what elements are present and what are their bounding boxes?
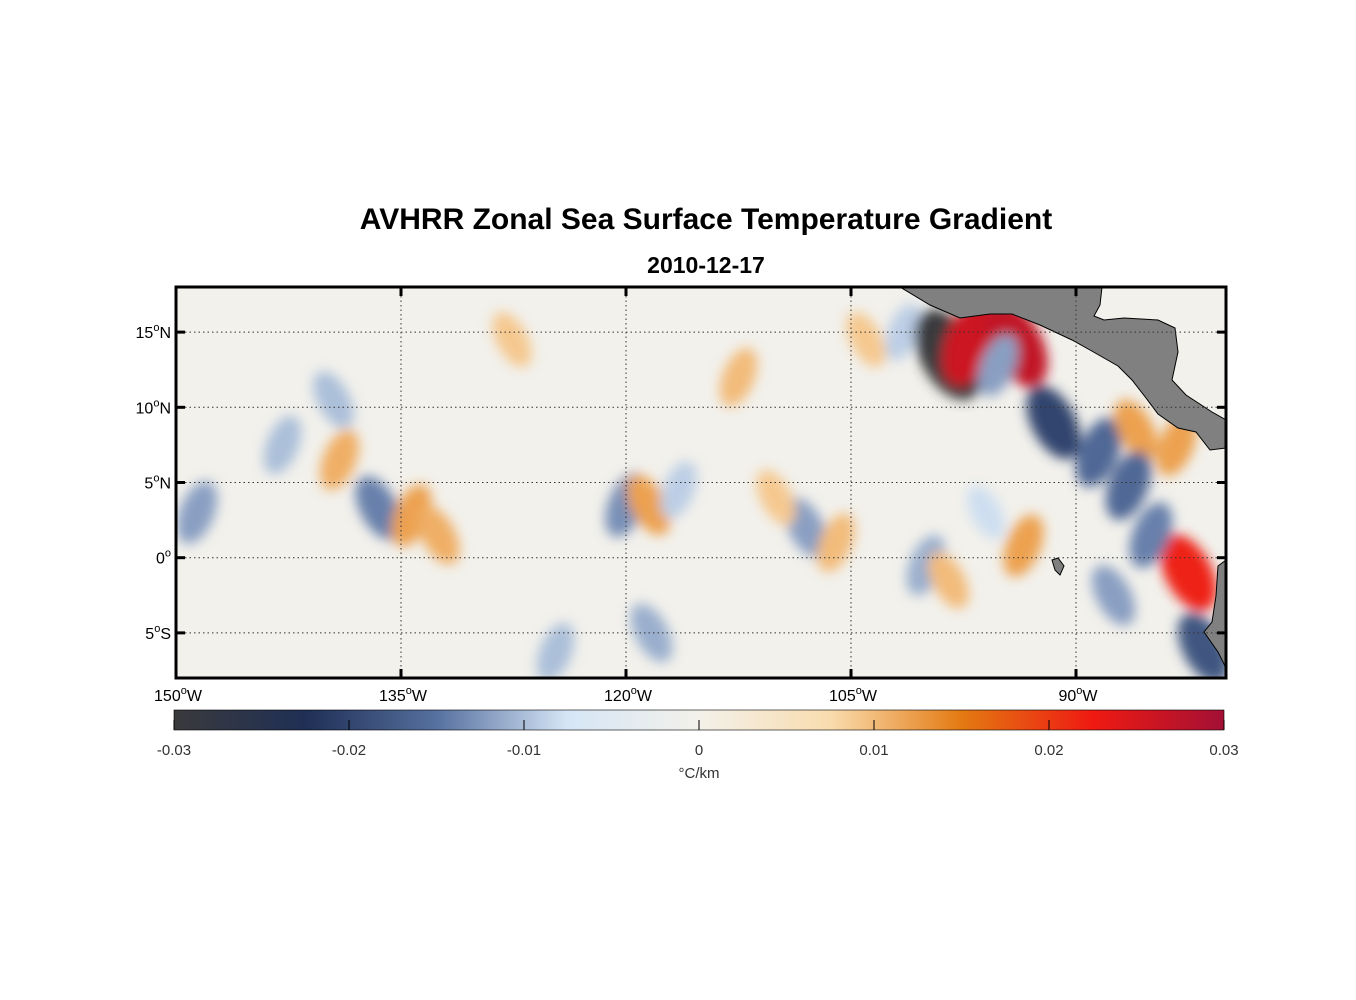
latitude-label: 5oS (145, 623, 171, 643)
chart-title: AVHRR Zonal Sea Surface Temperature Grad… (359, 203, 1053, 236)
gradient-feature (176, 481, 218, 544)
latitude-labels: 15oN 10oN 5oN 0o 5oS (136, 322, 171, 643)
land (899, 287, 1226, 669)
gradient-feature (928, 551, 969, 609)
chart-subtitle: 2010-12-17 (647, 252, 765, 278)
gradient-feature (885, 303, 922, 361)
gradient-feature (719, 347, 758, 407)
ocean-background (176, 287, 1226, 678)
gradient-feature (320, 429, 359, 491)
gradient-feature (756, 469, 796, 526)
latitude-label: 15oN (136, 322, 171, 342)
latitude-label: 5oN (144, 473, 171, 493)
gradient-feature (1091, 565, 1136, 626)
gradient-feature (1129, 502, 1173, 568)
gradient-feature (630, 603, 673, 663)
colorbar-tick-label: -0.02 (332, 742, 366, 759)
longitude-label: 105oW (829, 685, 878, 705)
colorbar-tick-label: 0.01 (859, 742, 888, 759)
galapagos-island (1051, 557, 1065, 576)
gradient-feature (1114, 399, 1158, 460)
gradient-feature (1026, 385, 1081, 460)
gradient-feature (355, 476, 402, 540)
gradient-feature (660, 461, 697, 519)
latitude-label: 0o (156, 548, 171, 568)
colorbar-ticks: -0.03 -0.02 -0.01 0 0.01 0.02 0.03 (157, 720, 1239, 759)
gradient-feature (626, 474, 671, 536)
longitude-label: 120oW (604, 685, 653, 705)
central-america-land (899, 287, 1226, 451)
map-frame (174, 285, 1228, 680)
latitude-label: 10oN (136, 397, 171, 417)
colorbar-unit-label: °C/km (679, 765, 720, 782)
gradient-feature (967, 485, 1005, 540)
colorbar-tick-label: 0 (695, 742, 703, 759)
longitude-labels: 150oW 135oW 120oW 105oW 90oW (154, 685, 1098, 705)
gradient-feature (817, 513, 855, 573)
gradient-feature (1003, 514, 1044, 577)
gradient-feature (846, 312, 886, 368)
gradient-feature (977, 334, 1019, 397)
gradient-feature (1075, 417, 1122, 487)
colorbar-tick-label: -0.03 (157, 742, 191, 759)
gradient-feature (1160, 534, 1217, 612)
colorbar-tick-label: 0.03 (1209, 742, 1238, 759)
gradient-feature (492, 312, 532, 368)
gradient-feature (536, 623, 575, 678)
longitude-label: 150oW (154, 685, 203, 705)
sst-gradient-field (176, 299, 1226, 678)
gradient-feature (263, 415, 302, 475)
longitude-label: 135oW (379, 685, 428, 705)
colorbar-tick-label: -0.01 (507, 742, 541, 759)
colorbar-tick-label: 0.02 (1034, 742, 1063, 759)
longitude-label: 90oW (1058, 685, 1098, 705)
gradient-feature (313, 371, 354, 429)
gradient-feature (417, 505, 460, 565)
gradient-feature (1105, 450, 1152, 521)
